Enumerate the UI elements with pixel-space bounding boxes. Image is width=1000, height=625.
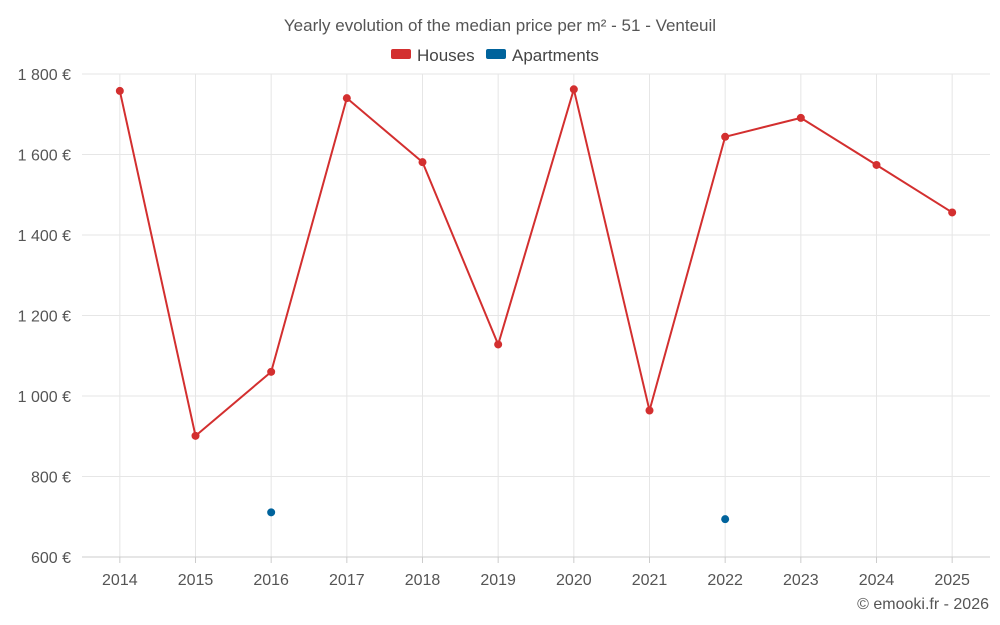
x-tick-label: 2020	[556, 572, 592, 589]
data-point-houses-2020[interactable]	[569, 85, 578, 94]
x-tick-label: 2019	[480, 572, 516, 589]
y-tick-label: 1 000 €	[18, 389, 71, 406]
series-houses	[115, 85, 957, 440]
y-tick-label: 1 200 €	[18, 309, 71, 326]
legend-item-apartments[interactable]: Apartments	[486, 46, 599, 65]
legend-label-apartments: Apartments	[512, 46, 599, 65]
data-point-houses-2015[interactable]	[191, 431, 200, 440]
data-point-houses-2024[interactable]	[872, 160, 881, 169]
x-tick-label: 2017	[329, 572, 365, 589]
series	[115, 85, 957, 524]
data-point-houses-2018[interactable]	[418, 158, 427, 167]
data-point-houses-2014[interactable]	[115, 86, 124, 95]
legend-swatch-houses	[391, 49, 411, 59]
data-point-houses-2022[interactable]	[721, 132, 730, 141]
data-point-apartments-2016[interactable]	[267, 508, 276, 517]
x-tick-label: 2016	[253, 572, 289, 589]
credit: © emooki.fr - 2026	[857, 596, 989, 613]
x-tick-label: 2018	[405, 572, 441, 589]
y-tick-label: 1 400 €	[18, 228, 71, 245]
data-point-houses-2019[interactable]	[494, 340, 503, 349]
y-tick-label: 800 €	[31, 470, 71, 487]
x-tick-label: 2023	[783, 572, 819, 589]
y-tick-label: 1 800 €	[18, 67, 71, 84]
legend: Houses Apartments	[391, 46, 599, 65]
legend-item-houses[interactable]: Houses	[391, 46, 475, 65]
series-line-houses	[118, 88, 953, 437]
axes: 600 € 800 € 1 000 € 1 200 € 1 400 € 1 600 € 1 …	[18, 67, 990, 589]
x-tick-label: 2014	[102, 572, 138, 589]
x-tick-label: 2022	[707, 572, 743, 589]
data-point-houses-2017[interactable]	[342, 94, 351, 103]
legend-label-houses: Houses	[417, 46, 475, 65]
legend-swatch-apartments	[486, 49, 506, 59]
data-point-apartments-2022[interactable]	[721, 515, 730, 524]
data-point-houses-2023[interactable]	[796, 113, 805, 122]
y-tick-label: 600 €	[31, 550, 71, 567]
grid	[82, 73, 990, 558]
chart-title: Yearly evolution of the median price per…	[284, 16, 716, 35]
y-tick-label: 1 600 €	[18, 148, 71, 165]
data-point-houses-2016[interactable]	[267, 367, 276, 376]
x-tick-label: 2025	[934, 572, 970, 589]
x-tick-label: 2021	[632, 572, 668, 589]
data-point-houses-2021[interactable]	[645, 406, 654, 415]
data-point-houses-2025[interactable]	[948, 208, 957, 217]
x-tick-label: 2024	[859, 572, 895, 589]
series-apartments	[267, 508, 730, 524]
x-tick-label: 2015	[178, 572, 214, 589]
